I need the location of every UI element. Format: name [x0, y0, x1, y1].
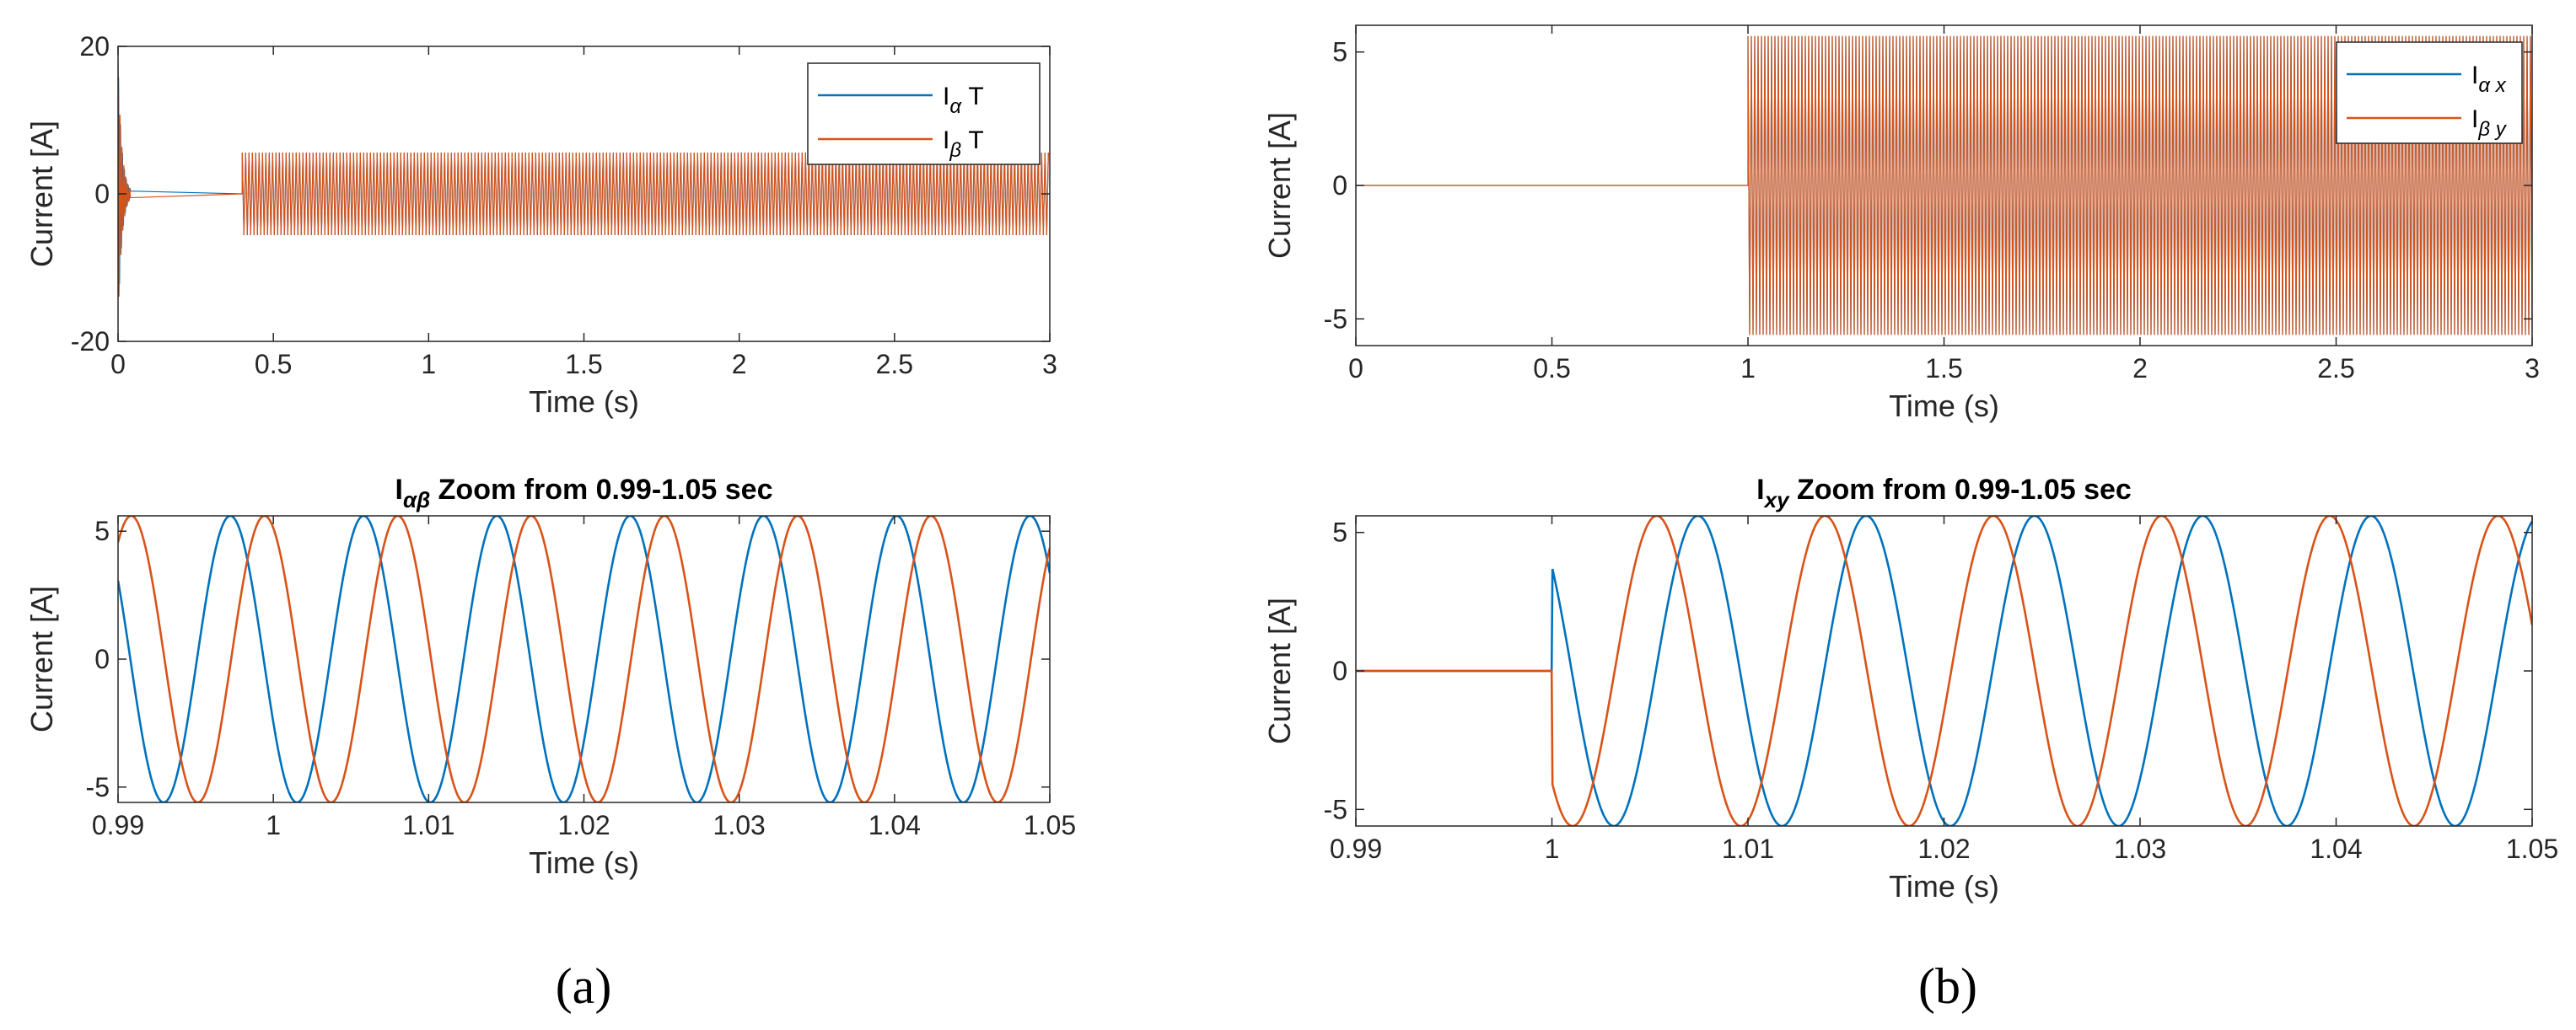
chart-title: Ixy Zoom from 0.99-1.05 sec [1756, 474, 2132, 512]
y-tick-label: 20 [79, 31, 110, 62]
legend-entry: Iα x [2471, 62, 2507, 97]
x-tick-label: 2.5 [2317, 353, 2354, 384]
x-tick-label: 3 [1042, 349, 1057, 379]
x-tick-label: 0.99 [1330, 834, 1382, 864]
plot-area [118, 516, 1050, 802]
x-tick-label: 1.03 [2114, 834, 2166, 864]
x-tick-label: 2 [2132, 353, 2148, 384]
chart-a-bottom: 0.99 1 1.01 1.02 1.03 1.04 1.05 -5 0 5 Time (s) Cur… [24, 474, 1076, 880]
x-tick-label: 1.01 [402, 810, 454, 840]
x-tick-label: 0.5 [255, 349, 292, 379]
x-tick-label: 1 [421, 349, 436, 379]
y-tick-label: 5 [1332, 37, 1347, 67]
y-tick-label: -5 [1324, 303, 1347, 334]
x-tick-label: 1.04 [2310, 834, 2362, 864]
x-tick-label: 0.99 [92, 810, 144, 840]
x-tick-label: 1.05 [2506, 834, 2558, 864]
x-tick-label: 1.02 [1917, 834, 1970, 864]
x-tick-label: 1 [1545, 834, 1560, 864]
x-tick-label: 1.5 [1925, 353, 1962, 384]
series-beta-line [118, 61, 243, 297]
chart-title: Iαβ Zoom from 0.99-1.05 sec [395, 474, 773, 512]
x-axis-label: Time (s) [529, 845, 639, 880]
x-tick-label: 0 [1348, 353, 1363, 384]
series-y-band [1356, 35, 2532, 335]
y-tick-label: 5 [94, 516, 110, 546]
y-axis-label: Current [A] [24, 121, 59, 267]
x-axis-label: Time (s) [529, 384, 639, 419]
x-tick-label: 1 [266, 810, 281, 840]
y-axis-label: Current [A] [1262, 598, 1297, 744]
x-tick-label: 1.02 [557, 810, 610, 840]
y-tick-label: 0 [94, 644, 110, 674]
x-tick-label: 0.5 [1533, 353, 1570, 384]
y-axis-label: Current [A] [1262, 112, 1297, 259]
x-tick-label: 1.5 [565, 349, 602, 379]
y-tick-label: 0 [1332, 656, 1347, 686]
legend-entry: Iα T [943, 83, 984, 118]
y-tick-label: 5 [1332, 518, 1347, 548]
caption-b: (b) [1918, 958, 1977, 1014]
series-line-1 [118, 516, 1050, 802]
chart-b-bottom: 0.99 1 1.01 1.02 1.03 1.04 1.05 -5 0 5 Time (s) Cur… [1262, 474, 2558, 904]
y-tick-label: -5 [1324, 794, 1347, 824]
legend-entry: Iβ y [2471, 105, 2508, 141]
x-tick-label: 2 [732, 349, 747, 379]
x-tick-label: 2.5 [876, 349, 913, 379]
x-tick-label: 1 [1740, 353, 1756, 384]
x-tick-label: 3 [2525, 353, 2540, 384]
plot-lines [118, 61, 1049, 297]
legend-box [807, 62, 1041, 165]
y-tick-label: -5 [86, 772, 110, 802]
plot-lines [1356, 35, 2532, 335]
x-tick-label: 1.03 [713, 810, 766, 840]
y-axis-label: Current [A] [24, 586, 59, 732]
caption-a: (a) [556, 958, 612, 1014]
x-tick-label: 1.05 [1024, 810, 1076, 840]
x-tick-label: 0 [110, 349, 126, 379]
legend-box [2336, 41, 2523, 144]
x-tick-label: 1.01 [1722, 834, 1774, 864]
legend-entry: Iβ T [943, 126, 984, 162]
x-axis-label: Time (s) [1889, 869, 1999, 904]
x-tick-label: 1.04 [869, 810, 921, 840]
y-tick-label: -20 [71, 326, 110, 357]
y-tick-label: 0 [1332, 170, 1347, 201]
y-tick-label: 0 [94, 179, 110, 209]
series-beta-band [241, 152, 1049, 236]
x-axis-label: Time (s) [1889, 389, 1999, 423]
